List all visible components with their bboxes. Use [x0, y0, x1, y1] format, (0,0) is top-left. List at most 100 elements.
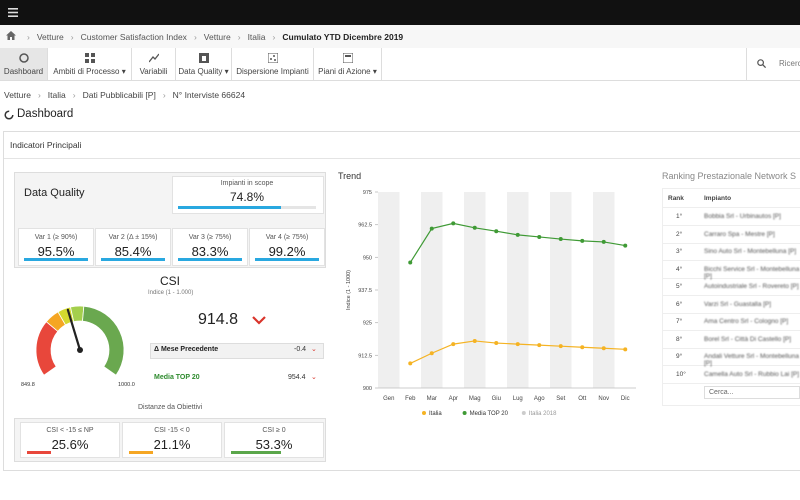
element: [8, 8, 18, 10]
element: ›: [37, 90, 41, 100]
gauge-min-label: 849.8: [21, 382, 35, 388]
element: [267, 53, 278, 63]
element: [84, 53, 95, 63]
path-item: N° Interviste 66624: [172, 90, 246, 100]
column-band: [550, 192, 572, 388]
home-icon[interactable]: [6, 31, 16, 40]
page-title: Dashboard: [17, 108, 74, 120]
data-point: [537, 343, 542, 348]
element: Var 4 (≥ 75%): [265, 234, 309, 241]
ranking-row[interactable]: 5° Autoindustriale Srl - Rovereto [P]: [662, 278, 800, 296]
rank: 6°: [676, 300, 683, 308]
data-point: [558, 344, 563, 349]
panel-divider: [4, 158, 800, 159]
element: CSI < -15 ≤ NP: [46, 427, 94, 434]
path-item[interactable]: Vetture: [4, 90, 31, 100]
toolbar-button[interactable]: Ambiti di Processo ▾: [48, 48, 132, 80]
distance-box: CSI -15 < 0 21.1%: [122, 422, 222, 458]
x-tick-label: Apr: [449, 396, 458, 402]
path-item[interactable]: Dati Pubblicabili [P]: [82, 90, 156, 100]
ranking-row[interactable]: 9° Andali Vetture Srl - Montebelluna [P]: [662, 348, 800, 367]
element: [273, 59, 276, 61]
ranking-row[interactable]: 2° Carraro Spa - Mestre [P]: [662, 226, 800, 244]
legend-label: Italia: [429, 411, 442, 417]
x-tick-label: Dic: [621, 396, 630, 402]
toolbar-button[interactable]: Data Quality ▾: [176, 48, 232, 80]
element: [198, 53, 209, 63]
element: [272, 55, 275, 57]
rank: 9°: [676, 353, 683, 360]
search-box[interactable]: Ricerca: [746, 48, 800, 80]
top20-caret: ⌄: [311, 374, 317, 381]
crumb[interactable]: Italia: [247, 32, 266, 42]
ranking-row[interactable]: 7° Ama Centro Srl - Cologno [P]: [662, 313, 800, 331]
button-label: Variabili: [139, 67, 168, 76]
column-band: [528, 192, 550, 388]
toolbar-button[interactable]: Piani di Azione ▾: [314, 48, 382, 80]
toolbar-button[interactable]: Variabili: [132, 48, 176, 80]
crumb[interactable]: Vetture: [36, 32, 64, 42]
element: [342, 53, 353, 63]
element: [4, 110, 14, 120]
element: [231, 451, 281, 454]
ranking-row[interactable]: 6° Varzi Srl - Guastalla [P]: [662, 296, 800, 314]
button-label: Dispersione Impianti: [236, 67, 309, 76]
column-band: [593, 192, 615, 388]
y-tick-label: 975: [363, 190, 372, 196]
element: [8, 11, 18, 14]
var-box: Var 1 (≥ 90%) 95.5%: [18, 228, 94, 266]
element: 85.4%: [114, 244, 152, 259]
ranking-row[interactable]: 1° Bobbia Srl - Urbinautos [P]: [662, 208, 800, 226]
dealer-name: Borel Srl - Città Di Castello [P]: [704, 335, 792, 343]
y-tick-label: 950: [363, 255, 372, 261]
ranking-row[interactable]: 4° Bicchi Service Srl - Montebelluna [P]: [662, 261, 800, 280]
var-box: Var 3 (≥ 75%) 83.3%: [172, 228, 248, 266]
element: Var 3 (≥ 75%): [188, 234, 232, 241]
gauge: 849.8 1000.0: [21, 305, 135, 388]
element: 25.6%: [51, 437, 89, 452]
ranking-title: Ranking Prestazionale Network S: [662, 171, 797, 181]
panel-title: Indicatori Principali: [10, 140, 82, 150]
ranking-row[interactable]: 3° Sino Auto Srl - Montebelluna [P]: [662, 243, 800, 261]
column-band: [399, 192, 421, 388]
x-tick-label: Mar: [427, 396, 437, 402]
toolbar-button[interactable]: Dispersione Impianti: [232, 48, 314, 80]
crumb[interactable]: Vetture: [203, 32, 231, 42]
element: [344, 55, 351, 57]
ranking-row[interactable]: 10° Camella Auto Srl - Rubbio Lai [P]: [662, 366, 800, 384]
toolbar-button[interactable]: Dashboard: [0, 48, 48, 80]
data-point: [515, 342, 520, 347]
dealer-name: Andali Vetture Srl - Montebelluna [P]: [704, 353, 800, 367]
data-point: [451, 221, 456, 226]
data-point: [494, 229, 499, 234]
x-tick-label: Gen: [383, 396, 394, 402]
element: [267, 53, 278, 63]
legend-label: Media TOP 20: [470, 411, 509, 417]
x-tick-label: Mag: [469, 396, 481, 402]
y-tick-label: 900: [363, 386, 372, 392]
element: [148, 53, 159, 63]
element: 95.5%: [37, 244, 75, 259]
element: [24, 258, 88, 261]
ranking-search[interactable]: Cerca...: [704, 386, 800, 399]
x-tick-label: Feb: [405, 396, 416, 402]
var-box: Var 4 (≥ 75%) 99.2%: [249, 228, 325, 266]
element: ›: [70, 32, 74, 42]
data-point: [429, 351, 434, 356]
data-point: [472, 225, 477, 230]
scope-value: 74.8%: [229, 190, 265, 204]
delta-caret: ⌄: [311, 346, 317, 353]
ranking-header: Rank Impianto: [662, 191, 800, 208]
crumb[interactable]: Customer Satisfaction Index: [80, 32, 187, 42]
gauge-band: [35, 321, 59, 376]
data-point: [451, 342, 456, 347]
element: ›: [193, 32, 197, 42]
path-item[interactable]: Italia: [47, 90, 66, 100]
element: 83.3%: [191, 244, 229, 259]
dealer-name: Bicchi Service Srl - Montebelluna [P]: [704, 265, 800, 280]
dealer-name: Ama Centro Srl - Cologno [P]: [704, 318, 789, 325]
data-point: [494, 341, 499, 346]
element: [90, 59, 95, 63]
ranking-row[interactable]: 8° Borel Srl - Città Di Castello [P]: [662, 331, 800, 349]
menu-icon[interactable]: [8, 8, 18, 17]
